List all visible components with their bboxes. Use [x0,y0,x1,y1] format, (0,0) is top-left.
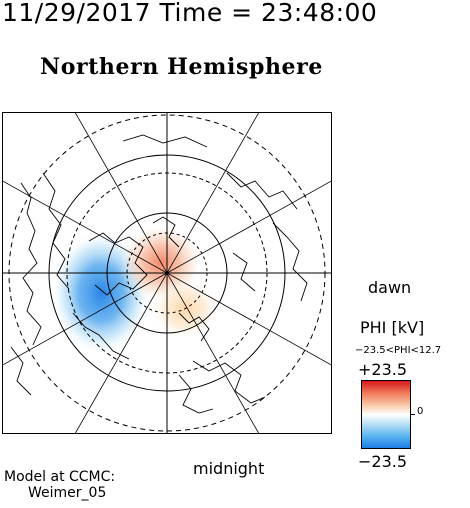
map-title: Northern Hemisphere [40,54,323,80]
colorbar-zero-tick [411,414,415,415]
legend-min-label: −23.5 [358,452,408,471]
polar-grid-icon [3,113,331,433]
model-name: Weimer_05 [28,485,107,501]
polar-plot [3,113,331,433]
midnight-label: midnight [193,459,265,478]
potential-pattern [51,225,219,355]
coastline-icon [10,134,308,414]
legend-max-label: +23.5 [358,360,408,379]
colorbar [361,380,411,449]
model-label: Model at CCMC: [4,469,116,485]
legend-zero-label: 0 [417,406,424,417]
legend-range: −23.5<PHI<12.7 [355,345,442,356]
dawn-label: dawn [368,278,412,297]
timestamp: 11/29/2017 Time = 23:48:00 [2,0,378,27]
legend-title: PHI [kV] [360,318,425,337]
polar-map [2,112,332,434]
